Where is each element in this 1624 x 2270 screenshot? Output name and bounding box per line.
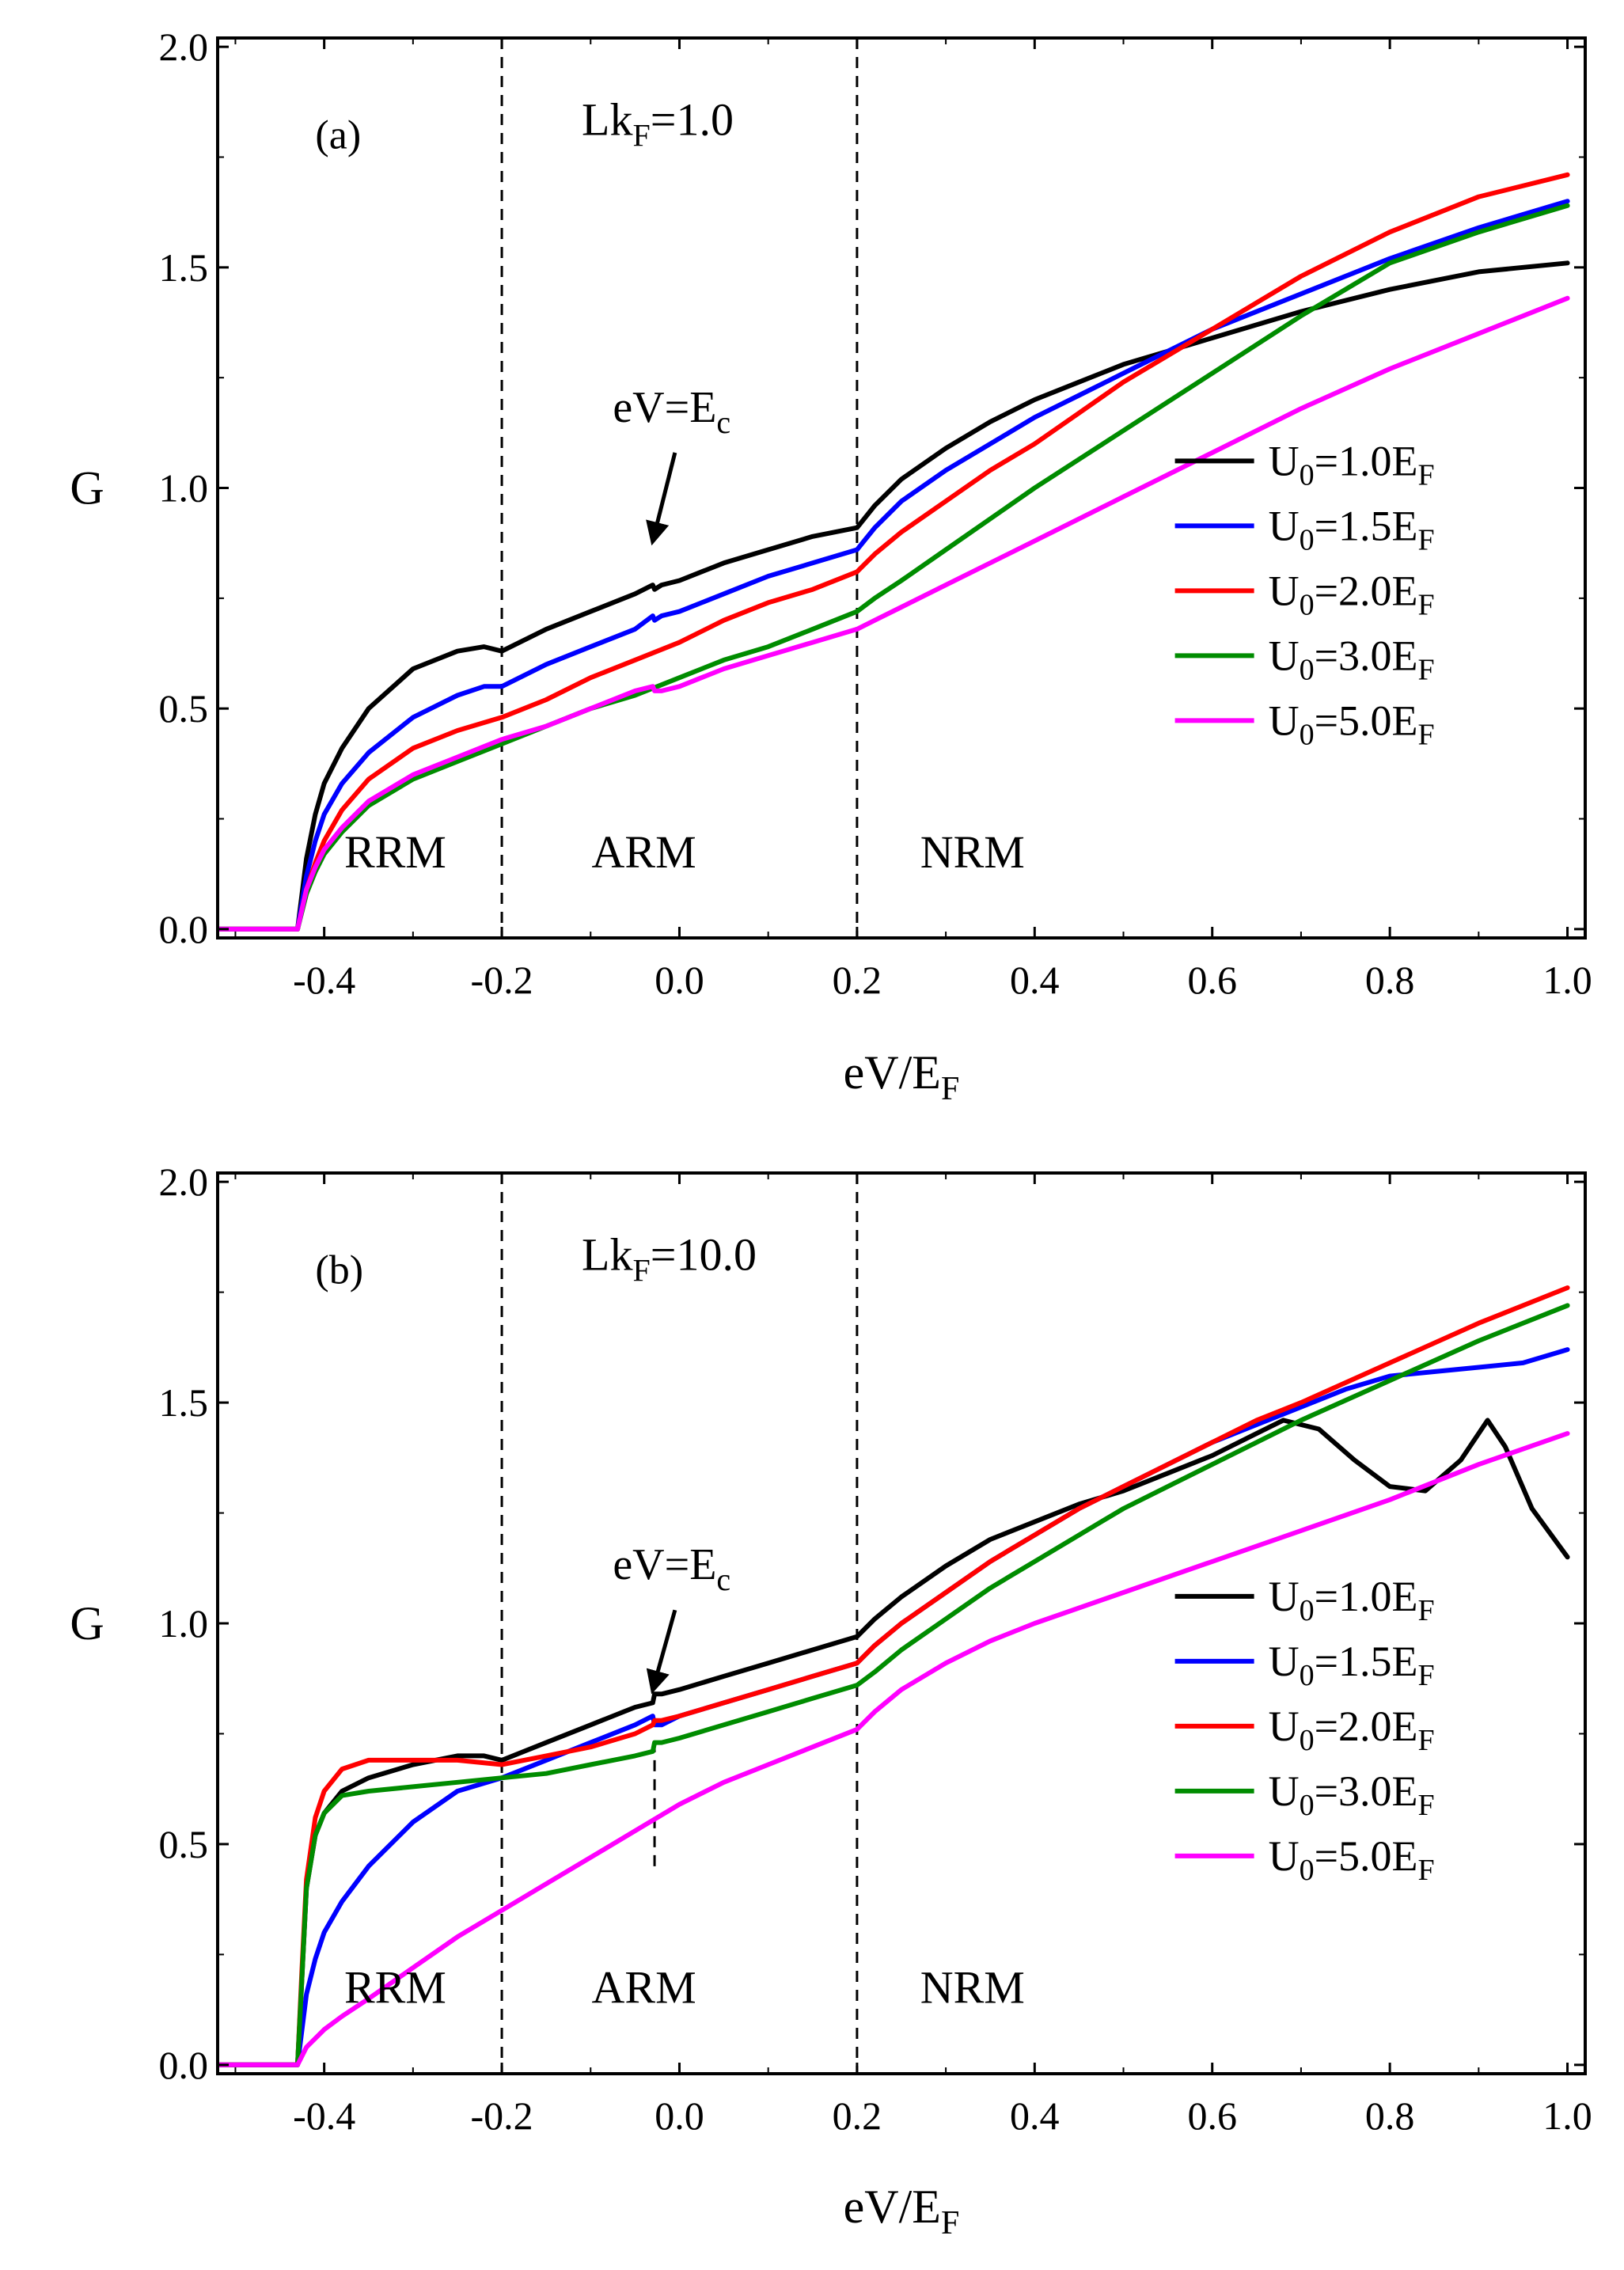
series-line [218,1303,1570,2067]
series-line [218,260,1570,932]
parameter-label: LkF=1.0 [582,94,734,154]
legend-label: U0=1.0EF [1269,1573,1435,1627]
y-tick-label: 2.0 [159,25,209,69]
y-tick-label: 1.0 [159,466,209,511]
series-line [218,1285,1570,2067]
chart-panel-b: -0.4 -0.2 0.0 0.2 0.4 0.6 0.8 1.0 0.0 0.5 1.0 1.5 2.… [70,1160,1592,2242]
series-line [218,172,1570,932]
y-tick-label: 0.5 [159,686,209,731]
series-group [218,172,1570,932]
critical-energy-annotation: eV=Ec [613,1540,730,1597]
legend-label: U0=1.0EF [1269,437,1435,492]
x-tick-label: -0.4 [293,2093,355,2138]
x-tick-label: 0.6 [1187,958,1237,1002]
region-label-nrm: NRM [920,1962,1025,2014]
parameter-label: LkF=10.0 [582,1229,757,1289]
y-axis-title: G [70,462,104,514]
region-label-nrm: NRM [920,826,1025,878]
x-tick-label: 1.0 [1542,2093,1592,2138]
series-group [218,1285,1570,2067]
y-axis-title: G [70,1597,104,1649]
legend-label: U0=3.0EF [1269,1767,1435,1822]
plot-frame [216,36,1587,940]
panel-label: (a) [315,112,361,158]
legend: U0=1.0EF U0=1.5EF U0=2.0EF U0=3.0EF U0=5.0EF [1174,437,1435,751]
x-tick-label: 0.8 [1365,958,1415,1002]
y-tick-label: 0.0 [159,2043,209,2087]
x-tick-label: 0.4 [1010,2093,1060,2138]
legend: U0=1.0EF U0=1.5EF U0=2.0EF U0=3.0EF U0=5.0EF [1174,1573,1435,1887]
x-tick-label: 0.2 [833,2093,882,2138]
y-tick-label: 2.0 [159,1160,209,1204]
x-tick-label: -0.4 [293,958,355,1002]
annotation-arrow [646,1609,677,1695]
series-line [218,199,1570,932]
legend-label: U0=2.0EF [1269,1702,1435,1757]
legend-label: U0=5.0EF [1269,697,1435,751]
chart-panel-a: -0.4 -0.2 0.0 0.2 0.4 0.6 0.8 1.0 0.0 0.5 1.0 1.5 2.… [70,25,1592,1107]
annotation-arrow [646,452,677,546]
y-tick-label: 1.0 [159,1601,209,1646]
x-tick-label: 0.0 [655,958,704,1002]
x-tick-label: 0.0 [655,2093,704,2138]
region-label-rrm: RRM [344,826,446,878]
x-tick-label: -0.2 [470,958,533,1002]
critical-energy-annotation: eV=Ec [613,383,730,440]
x-tick-label: 0.8 [1365,2093,1415,2138]
region-label-rrm: RRM [344,1962,446,2014]
panel-label: (b) [315,1247,363,1293]
y-tick-label: 0.0 [159,907,209,951]
y-tick-label: 1.5 [159,245,209,290]
series-line [218,1418,1570,2067]
y-tick-label: 0.5 [159,1822,209,1866]
series-line [218,203,1570,932]
legend-label: U0=5.0EF [1269,1832,1435,1887]
x-tick-label: -0.2 [470,2093,533,2138]
series-line [218,295,1570,932]
x-tick-label: 0.6 [1187,2093,1237,2138]
y-tick-label: 1.5 [159,1380,209,1425]
series-line [218,1431,1570,2067]
legend-label: U0=1.5EF [1269,502,1435,556]
x-tick-label: 0.4 [1010,958,1060,1002]
x-axis-title: eV/EF [844,1046,960,1107]
region-label-arm: ARM [592,1962,696,2014]
x-tick-label: 0.2 [833,958,882,1002]
x-axis-title: eV/EF [844,2181,960,2242]
region-label-arm: ARM [592,826,696,878]
legend-label: U0=3.0EF [1269,632,1435,686]
legend-label: U0=2.0EF [1269,567,1435,621]
legend-label: U0=1.5EF [1269,1638,1435,1692]
x-tick-label: 1.0 [1542,958,1592,1002]
